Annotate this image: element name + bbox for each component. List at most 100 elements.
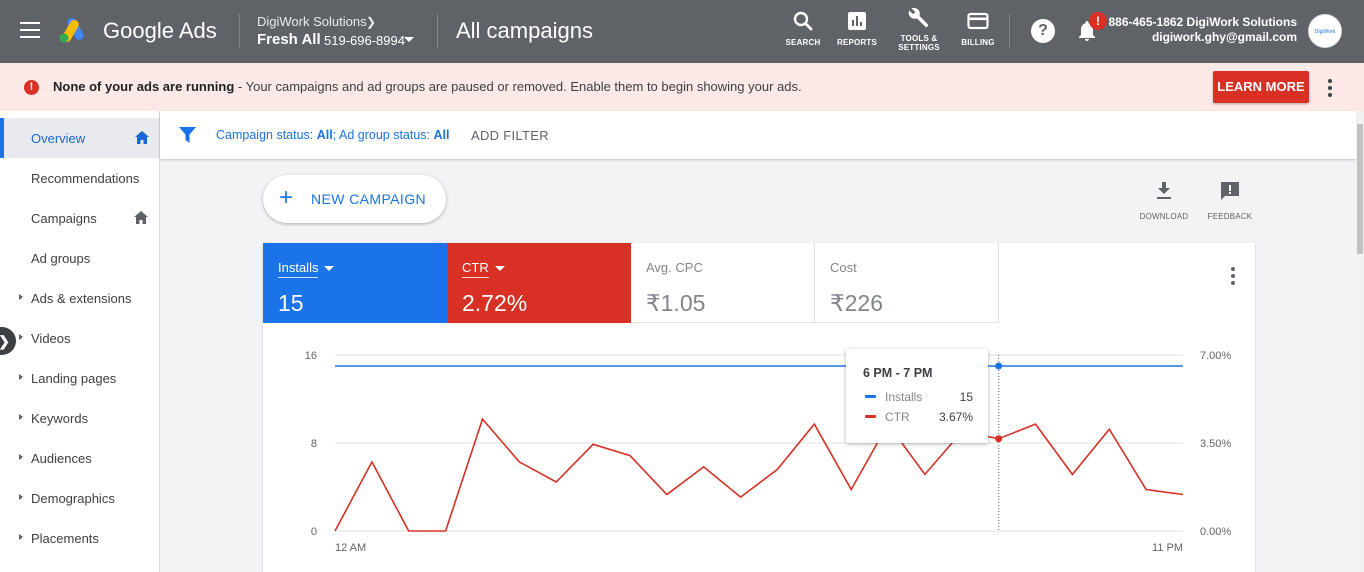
sidebar-item-label: Recommendations [31,171,140,186]
metric-dropdown-icon [494,266,505,272]
adgroup-status-value: All [433,128,450,142]
metric-ctr[interactable]: CTR 2.72% [447,243,631,323]
metric-dropdown-icon [324,266,335,272]
search-icon [793,11,813,31]
sidebar-item-campaigns[interactable]: Campaigns [0,198,159,238]
new-campaign-button[interactable]: + NEW CAMPAIGN [263,175,446,223]
expand-arrow-icon[interactable] [19,534,23,540]
metric-installs[interactable]: Installs 15 [263,243,447,323]
campaign-status-label: Campaign status: [216,128,317,142]
reports-icon [848,12,866,30]
feedback-icon [1221,182,1239,200]
tools-settings-button[interactable]: TOOLS & SETTINGS [891,6,947,52]
avatar[interactable]: DigiWork [1308,14,1342,48]
help-icon[interactable]: ? [1031,19,1055,43]
plus-icon: + [279,184,294,211]
new-campaign-label: NEW CAMPAIGN [311,191,426,207]
add-filter-button[interactable]: ADD FILTER [471,128,549,143]
learn-more-button[interactable]: LEARN MORE [1213,71,1309,103]
metric-cost[interactable]: Cost ₹226 [815,243,999,323]
sidebar-item-label: Ad groups [31,251,91,266]
top-bar: Google Ads DigiWork Solutions ❯ Fresh Al… [0,0,1364,63]
tooltip-row-ctr: CTR 3.67% [863,409,973,425]
tooltip-series-name: CTR [885,410,910,424]
download-label: DOWNLOAD [1139,212,1189,221]
wrench-icon [908,7,929,28]
notification-badge[interactable]: ! [1089,12,1107,30]
home-icon [135,131,149,144]
sidebar-item-keywords[interactable]: Keywords [0,398,159,438]
metric-value: 15 [278,290,304,316]
filter-bar: Campaign status: All; Ad group status: A… [160,111,1356,159]
account-dropdown-icon[interactable] [404,37,414,42]
tooltip-series-value: 15 [959,390,973,404]
hamburger-menu-icon[interactable] [20,22,40,38]
campaign-status-value: All [316,128,333,142]
sidebar-item-overview[interactable]: Overview [0,118,159,158]
feedback-button[interactable]: FEEDBACK [1200,181,1260,221]
metric-name: Avg. CPC [646,260,703,275]
adgroup-status-label: ; Ad group status: [332,128,434,142]
left-axis-tick-label: 0 [311,526,317,538]
tooltip-row-installs: Installs 15 [863,389,973,405]
search-tool-button[interactable]: SEARCH [775,10,831,47]
expand-arrow-icon[interactable] [19,334,23,340]
metric-value: ₹226 [830,290,884,316]
series-swatch [865,415,876,418]
scrollbar-track[interactable] [1356,111,1364,572]
sidebar-item-label: Placements [31,531,99,546]
sidebar-item-recommendations[interactable]: Recommendations [0,158,159,198]
expand-arrow-icon[interactable] [19,374,23,380]
right-axis-tick-label: 0.00% [1200,526,1231,538]
alert-body-text: - Your campaigns and ad groups are pause… [234,79,802,94]
download-button[interactable]: DOWNLOAD [1134,181,1194,221]
reports-tool-button[interactable]: REPORTS [829,10,885,47]
collapse-sidebar-button[interactable]: ❯ [0,327,16,355]
expand-arrow-icon[interactable] [19,414,23,420]
filter-icon[interactable] [179,127,196,143]
google-ads-logo-icon[interactable] [58,16,90,44]
tooltip-series-value: 3.67% [938,410,973,424]
metric-name[interactable]: Installs [278,260,335,278]
alert-bold-text: None of your ads are running [53,79,235,94]
chart-tooltip: 6 PM - 7 PM Installs 15 CTR 3.67% [846,349,988,443]
sidebar-item-audiences[interactable]: Audiences [0,438,159,478]
x-axis-tick-label: 12 AM [335,542,366,554]
expand-arrow-icon[interactable] [19,494,23,500]
account-parent-name[interactable]: DigiWork Solutions [257,14,367,29]
account-email[interactable]: digiwork.ghy@gmail.com [1151,30,1297,44]
line-chart[interactable]: 0 0.00% 8 3.50% 16 7.00% 12 AM 11 PM [263,323,1255,572]
expand-arrow-icon[interactable] [19,454,23,460]
sidebar-item-landing-pages[interactable]: Landing pages [0,358,159,398]
metric-avg-cpc[interactable]: Avg. CPC ₹1.05 [631,243,815,323]
account-name[interactable]: Fresh All [257,31,321,48]
alert-more-options-icon[interactable] [1328,79,1332,97]
expand-arrow-icon[interactable] [19,294,23,300]
sidebar-item-placements[interactable]: Placements [0,518,159,558]
scrollbar-thumb[interactable] [1357,124,1363,254]
sidebar-item-videos[interactable]: Videos [0,318,159,358]
sidebar-item-label: Campaigns [31,211,97,226]
home-icon [134,211,148,224]
tools-label-line2: SETTINGS [898,43,940,52]
alert-banner: ! None of your ads are running - Your ca… [0,63,1364,111]
metric-name[interactable]: CTR [462,260,505,278]
sidebar-item-demographics[interactable]: Demographics [0,478,159,518]
brand-name[interactable]: Google Ads [103,18,217,43]
left-axis-tick-label: 16 [305,350,317,362]
page-title: All campaigns [456,18,593,43]
left-axis-tick-label: 8 [311,438,317,450]
chart-more-options-icon[interactable] [1231,267,1235,285]
sidebar-item-ad-groups[interactable]: Ad groups [0,238,159,278]
error-icon: ! [24,80,39,95]
tools-label-line1: TOOLS & [900,34,938,43]
billing-tool-button[interactable]: BILLING [950,10,1006,47]
sidebar-item-label: Videos [31,331,71,346]
account-id[interactable]: 519-696-8994 [324,33,405,48]
active-filters[interactable]: Campaign status: All; Ad group status: A… [216,128,449,142]
chevron-right-icon[interactable]: ❯ [366,15,377,29]
account-phone-label[interactable]: 886-465-1862 DigiWork Solutions [1108,15,1297,29]
sidebar-item-ads-extensions[interactable]: Ads & extensions [0,278,159,318]
divider [1009,14,1010,48]
download-icon [1157,182,1171,199]
